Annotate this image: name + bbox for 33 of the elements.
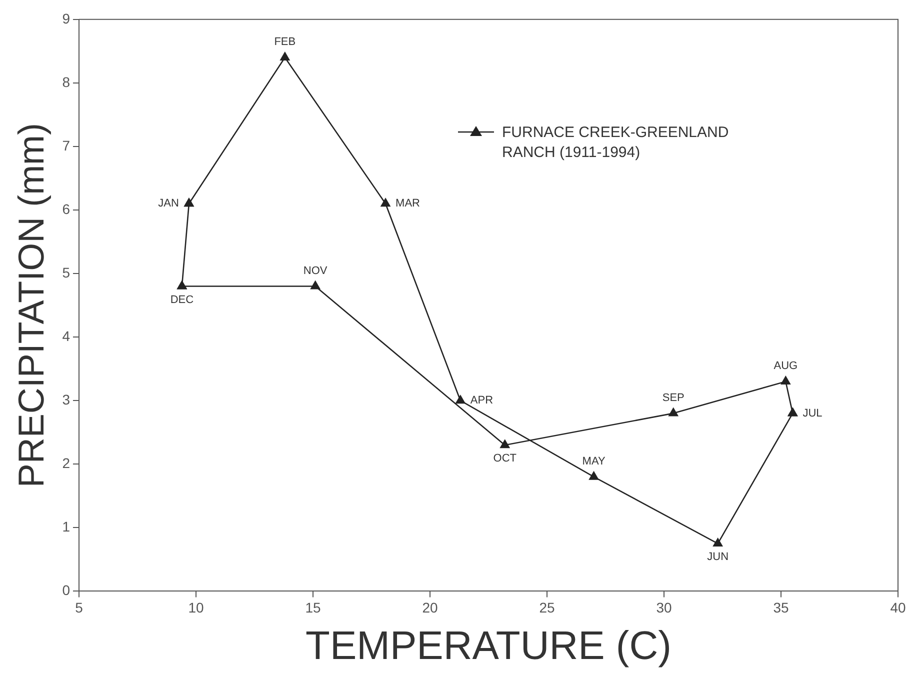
x-tick-label: 10	[188, 599, 204, 616]
annotation: NOV	[303, 264, 328, 277]
annotation: APR	[470, 394, 494, 407]
y-tick-label: 6	[62, 200, 70, 217]
annotation: MAY	[582, 455, 606, 468]
y-tick-label: 4	[62, 328, 70, 344]
x-tick-label: 25	[539, 599, 555, 616]
y-tick-label: 8	[62, 74, 70, 90]
y-tick-label: 0	[62, 582, 70, 598]
x-tick-label: 35	[773, 599, 789, 616]
x-tick-label: 30	[656, 599, 672, 616]
annotation: JUL	[802, 407, 822, 420]
x-tick-label: 20	[422, 599, 438, 616]
y-tick-label: 5	[62, 264, 70, 280]
y-axis-title: PRECIPITATION (mm)	[10, 122, 52, 488]
annotation: AUG	[774, 360, 798, 372]
y-tick-label: 2	[62, 454, 70, 471]
annotation: MAR	[396, 198, 420, 210]
y-tick-label: 1	[62, 518, 70, 535]
y-tick-label: 9	[62, 10, 70, 26]
x-tick-label: 40	[890, 599, 906, 616]
annotation: SEP	[662, 392, 684, 404]
x-axis-title: TEMPERATURE (C)	[306, 624, 672, 668]
annotation: OCT	[493, 452, 517, 465]
y-tick-label: 3	[62, 391, 70, 408]
x-tick-label: 5	[75, 599, 84, 616]
legend-label: FURNACE CREEK-GREENLAND RANCH (1911-1994)	[502, 123, 730, 163]
annotation: JAN	[158, 198, 180, 210]
annotation: FEB	[274, 36, 296, 48]
annotation: DEC	[170, 294, 194, 306]
x-tick-label: 15	[305, 599, 321, 616]
y-tick-label: 7	[62, 137, 70, 154]
annotation: JUN	[707, 551, 729, 564]
